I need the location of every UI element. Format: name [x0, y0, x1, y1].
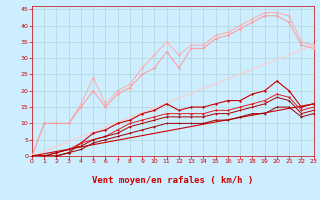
X-axis label: Vent moyen/en rafales ( km/h ): Vent moyen/en rafales ( km/h ) [92, 176, 253, 185]
